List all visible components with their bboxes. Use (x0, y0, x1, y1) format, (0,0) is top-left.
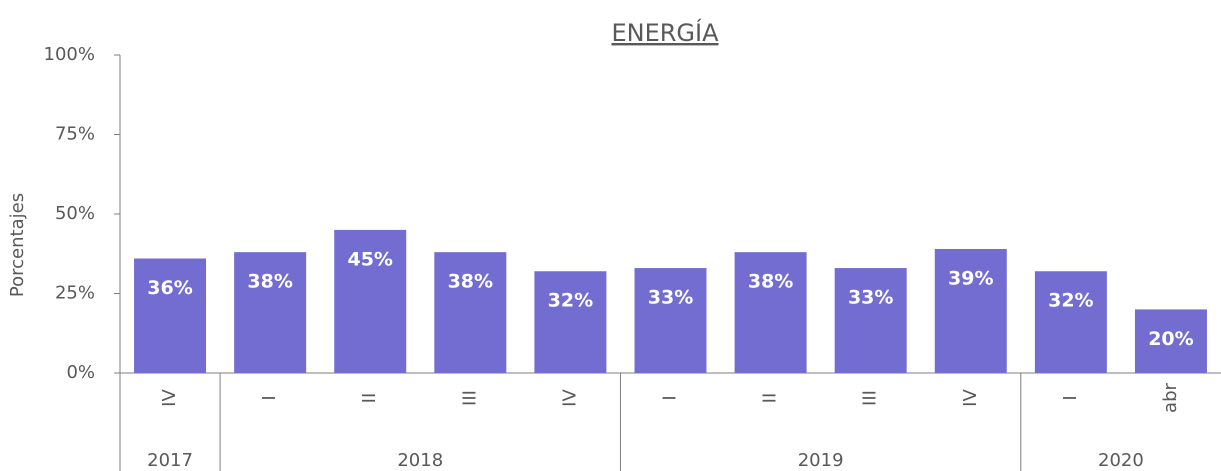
bar (1134, 309, 1207, 373)
bar (634, 268, 707, 373)
data-label: 45% (347, 248, 392, 270)
bar (834, 268, 907, 373)
x-tick-label: IV (159, 389, 180, 407)
group-label: 2020 (1098, 450, 1144, 471)
data-label: 32% (548, 290, 593, 312)
x-tick-label: I (1060, 395, 1081, 400)
bar (734, 252, 807, 373)
y-tick-label: 50% (55, 203, 95, 224)
x-tick-label: III (459, 390, 480, 406)
y-tick-label: 0% (66, 362, 95, 383)
data-label: 38% (748, 271, 793, 293)
bar (234, 252, 307, 373)
x-tick-label: IV (559, 389, 580, 407)
x-tick-label: I (259, 395, 280, 400)
data-label: 36% (147, 277, 192, 299)
x-tick-label: II (359, 393, 380, 404)
x-tick-label: III (860, 390, 881, 406)
y-tick-label: 25% (55, 283, 95, 304)
bar (934, 248, 1007, 373)
x-tick-label: I (660, 395, 681, 400)
bar (434, 252, 507, 373)
x-tick-label: II (760, 393, 781, 404)
y-tick-label: 100% (44, 44, 95, 65)
bar (334, 229, 407, 373)
data-label: 38% (448, 271, 493, 293)
bar (1034, 271, 1107, 373)
chart-title: ENERGÍA (611, 18, 719, 47)
x-tick-label: IV (960, 389, 981, 407)
data-label: 32% (1048, 290, 1093, 312)
y-tick-label: 75% (55, 124, 95, 145)
group-label: 2019 (798, 450, 844, 471)
data-label: 33% (848, 287, 893, 309)
data-label: 20% (1148, 328, 1193, 350)
bar (134, 258, 207, 373)
y-axis-label: Porcentajes (7, 193, 28, 297)
data-label: 33% (648, 287, 693, 309)
data-label: 38% (247, 271, 292, 293)
group-label: 2017 (147, 450, 193, 471)
x-tick-label: abr (1160, 382, 1181, 412)
bar (534, 271, 607, 373)
group-label: 2018 (397, 450, 443, 471)
data-label: 39% (948, 267, 993, 289)
